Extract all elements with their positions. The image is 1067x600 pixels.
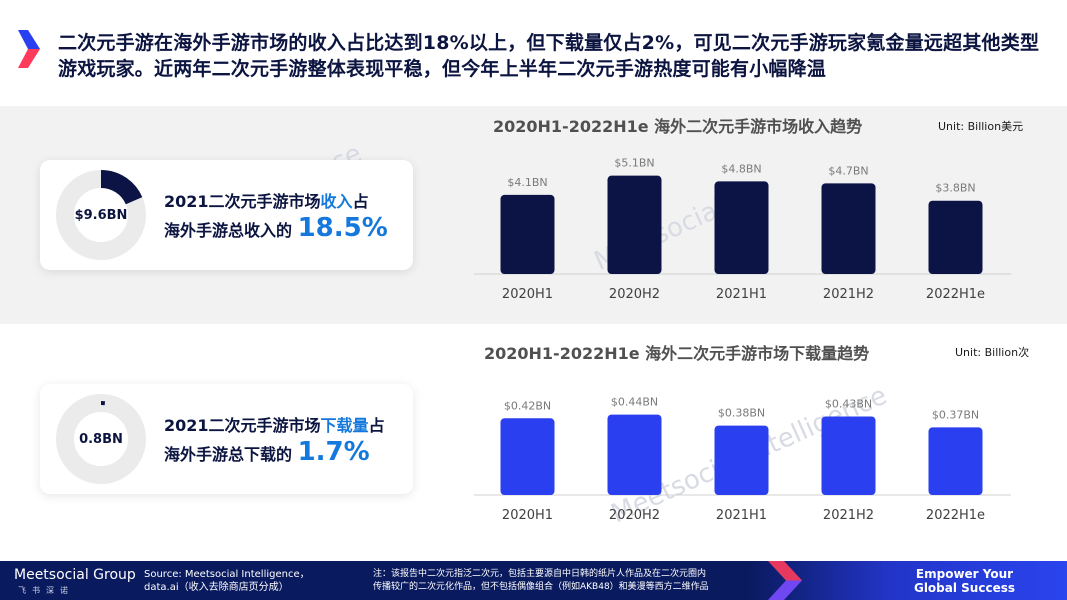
footer-source: Source: Meetsocial Intelligence， data.ai… (144, 568, 310, 594)
brand-chevron-icon (18, 30, 40, 68)
stat-line2-pre: 海外手游总收入的 (164, 221, 298, 240)
x-tick-label: 2021H1 (716, 287, 767, 302)
download-bar-chart: $0.42BN 2020H1 $0.44BN 2020H2 $0.38BN 2021H1 $… (474, 396, 1011, 523)
revenue-share-arc (100, 170, 143, 205)
revenue-share-percent: 18.5% (297, 213, 388, 243)
bar-2020H1 (500, 418, 555, 495)
bar-2020H2 (607, 175, 662, 274)
footer-logo: Meetsocial Group (14, 567, 136, 583)
x-tick-label: 2020H2 (609, 508, 660, 523)
x-tick-label: 2020H1 (502, 287, 553, 302)
x-tick-label: 2022H1e (926, 287, 985, 302)
data-label: $0.42BN (504, 399, 551, 412)
revenue-share-text: 2021二次元手游市场收入占 海外手游总收入的 18.5% (164, 188, 388, 244)
data-label: $0.38BN (718, 407, 765, 420)
headline: 二次元手游在海外手游市场的收入占比达到18%以上，但下载量仅占2%，可见二次元手… (58, 32, 1040, 80)
download-chart-title: 2020H1-2022H1e 海外二次元手游市场下载量趋势 (484, 344, 870, 363)
x-tick-label: 2021H2 (823, 508, 874, 523)
data-label: $0.37BN (932, 408, 979, 421)
stat-line1-pre: 2021二次元手游市场 (164, 416, 321, 435)
footer-logo-sub: 飞书深诺 (18, 586, 74, 595)
slogan-line-1: Empower Your (915, 567, 1014, 581)
stat-line1-post: 占 (368, 416, 385, 435)
slogan-line-2: Global Success (913, 581, 1015, 595)
bar-2022H1e (928, 200, 983, 274)
source-line-1: Source: Meetsocial Intelligence， (144, 569, 310, 580)
revenue-total-label: $9.6BN (74, 207, 128, 223)
data-label: $4.1BN (507, 176, 547, 189)
footer-chevron-icon (768, 561, 802, 600)
download-share-donut (56, 394, 146, 484)
revenue-chart-title: 2020H1-2022H1e 海外二次元手游市场收入趋势 (493, 117, 863, 136)
data-label: $5.1BN (614, 157, 654, 170)
download-share-text: 2021二次元手游市场下载量占 海外手游总下载的 1.7% (164, 412, 385, 468)
stat-line1-post: 占 (352, 192, 369, 211)
bar-2020H2 (607, 414, 662, 495)
x-tick-label: 2020H1 (502, 508, 553, 523)
data-label: $4.8BN (721, 162, 761, 175)
x-tick-label: 2022H1e (926, 508, 985, 523)
revenue-bar-chart: $4.1BN 2020H1 $5.1BN 2020H2 $4.8BN 2021H1 $4.7… (474, 157, 1011, 302)
stat-line1-pre: 2021二次元手游市场 (164, 192, 321, 211)
data-label: $4.7BN (828, 164, 868, 177)
footer-bar: Meetsocial Group 飞书深诺 Source: Meetsocial… (0, 561, 1067, 600)
footer-slogan: Empower Your Global Success (914, 567, 1015, 595)
download-share-percent: 1.7% (297, 437, 370, 467)
bar-2021H1 (714, 425, 769, 495)
download-share-card: 0.8BN 2021二次元手游市场下载量占 海外手游总下载的 1.7% (40, 384, 413, 494)
source-line-2: data.ai（收入去除商店页分成） (144, 582, 289, 593)
stat-line2-pre: 海外手游总下载的 (164, 445, 298, 464)
revenue-share-donut (56, 170, 146, 260)
data-label: $0.43BN (825, 397, 872, 410)
footer-note: 注：该报告中二次元指泛二次元，包括主要源自中日韩的纸片人作品及在二次元圈内 传播… (373, 568, 773, 594)
bar-2021H2 (821, 416, 876, 495)
download-total-label: 0.8BN (79, 431, 123, 447)
bar-2020H1 (500, 194, 555, 274)
bar-2022H1e (928, 427, 983, 495)
data-label: $0.44BN (611, 396, 658, 409)
revenue-chart-unit: Unit: Billion美元 (938, 120, 1024, 133)
stat-line1-highlight: 收入 (320, 192, 353, 211)
note-line-2: 传播较广的二次元化作品，但不包括偶像组合（例如AKB48）和美漫等西方二维作品 (373, 582, 709, 592)
data-label: $3.8BN (935, 182, 975, 195)
bar-2021H1 (714, 181, 769, 274)
revenue-share-card: $9.6BN 2021二次元手游市场收入占 海外手游总收入的 18.5% (40, 160, 413, 270)
x-tick-label: 2021H2 (823, 287, 874, 302)
stat-line1-highlight: 下载量 (320, 416, 369, 435)
x-tick-label: 2020H2 (609, 287, 660, 302)
note-line-1: 注：该报告中二次元指泛二次元，包括主要源自中日韩的纸片人作品及在二次元圈内 (373, 569, 707, 579)
bar-2021H2 (821, 183, 876, 274)
x-tick-label: 2021H1 (716, 508, 767, 523)
download-chart-unit: Unit: Billion次 (955, 346, 1030, 359)
